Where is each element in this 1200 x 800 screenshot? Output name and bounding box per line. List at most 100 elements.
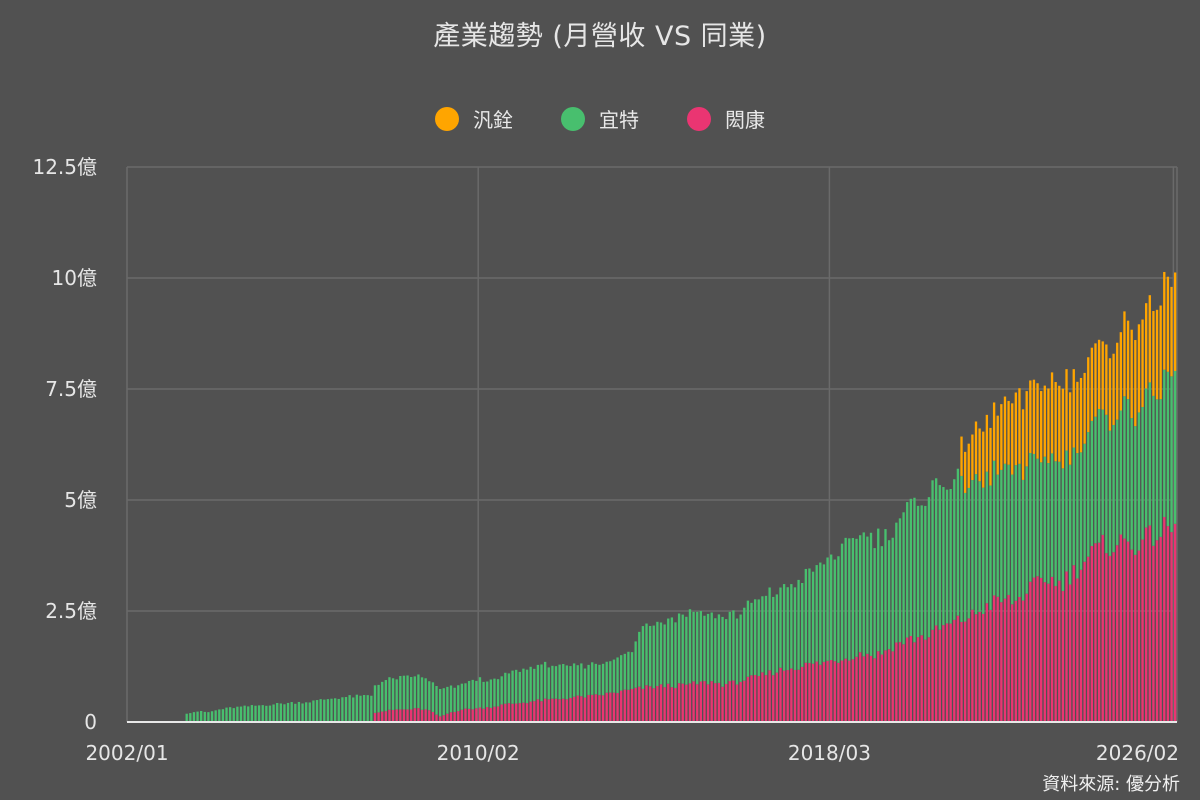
bar-segment[interactable] — [891, 537, 894, 652]
bar-segment[interactable] — [1170, 286, 1173, 377]
bar-segment[interactable] — [446, 686, 449, 714]
bar-segment[interactable] — [648, 686, 652, 722]
bar-segment[interactable] — [989, 485, 992, 610]
bar-segment[interactable] — [645, 685, 648, 722]
bar-segment[interactable] — [974, 421, 978, 475]
bar-segment[interactable] — [743, 607, 746, 681]
bar-segment[interactable] — [956, 615, 960, 722]
bar-segment[interactable] — [725, 684, 728, 722]
bar-segment[interactable] — [1097, 339, 1101, 409]
bar-segment[interactable] — [410, 676, 413, 710]
bar-segment[interactable] — [438, 716, 442, 722]
bar-segment[interactable] — [449, 712, 453, 722]
bar-segment[interactable] — [1101, 341, 1104, 410]
bar-segment[interactable] — [406, 709, 409, 722]
bar-segment[interactable] — [504, 672, 507, 704]
bar-segment[interactable] — [1112, 424, 1115, 553]
bar-segment[interactable] — [1003, 396, 1007, 464]
bar-segment[interactable] — [236, 706, 239, 722]
bar-segment[interactable] — [782, 670, 786, 722]
bar-segment[interactable] — [916, 505, 920, 638]
bar-segment[interactable] — [659, 622, 663, 685]
bar-segment[interactable] — [565, 665, 569, 700]
bar-segment[interactable] — [308, 702, 311, 722]
bar-segment[interactable] — [355, 694, 359, 722]
bar-segment[interactable] — [601, 663, 605, 696]
bar-segment[interactable] — [562, 664, 565, 699]
bar-segment[interactable] — [801, 582, 804, 667]
bar-segment[interactable] — [862, 656, 865, 722]
bar-segment[interactable] — [786, 587, 789, 671]
bar-segment[interactable] — [1011, 474, 1014, 605]
bar-segment[interactable] — [1148, 525, 1151, 722]
bar-segment[interactable] — [511, 703, 514, 722]
bar-segment[interactable] — [1126, 541, 1130, 722]
bar-segment[interactable] — [757, 599, 760, 677]
bar-segment[interactable] — [417, 674, 420, 709]
bar-segment[interactable] — [453, 687, 456, 712]
bar-segment[interactable] — [746, 676, 750, 722]
bar-segment[interactable] — [826, 660, 829, 722]
bar-segment[interactable] — [203, 711, 206, 722]
bar-segment[interactable] — [685, 616, 688, 685]
bar-segment[interactable] — [279, 703, 282, 722]
bar-segment[interactable] — [648, 625, 652, 687]
bar-segment[interactable] — [591, 662, 594, 695]
bar-segment[interactable] — [804, 568, 807, 663]
bar-segment[interactable] — [1123, 311, 1126, 397]
bar-segment[interactable] — [533, 701, 536, 722]
bar-segment[interactable] — [750, 675, 753, 722]
bar-segment[interactable] — [333, 698, 337, 722]
bar-segment[interactable] — [464, 683, 467, 709]
bar-segment[interactable] — [612, 659, 616, 693]
bar-segment[interactable] — [515, 669, 518, 704]
bar-segment[interactable] — [243, 705, 246, 722]
bar-segment[interactable] — [985, 414, 989, 472]
bar-segment[interactable] — [927, 637, 931, 722]
bar-segment[interactable] — [525, 703, 529, 722]
bar-segment[interactable] — [446, 713, 449, 722]
bar-segment[interactable] — [1061, 388, 1065, 469]
bar-segment[interactable] — [906, 637, 909, 722]
bar-segment[interactable] — [1126, 399, 1130, 542]
bar-segment[interactable] — [323, 699, 326, 722]
bar-segment[interactable] — [1061, 591, 1065, 722]
bar-segment[interactable] — [1101, 409, 1104, 535]
bar-segment[interactable] — [931, 629, 934, 722]
bar-segment[interactable] — [811, 571, 815, 664]
bar-segment[interactable] — [1007, 594, 1010, 722]
bar-segment[interactable] — [489, 707, 492, 722]
bar-segment[interactable] — [1123, 396, 1126, 539]
bar-segment[interactable] — [1112, 552, 1115, 722]
bar-segment[interactable] — [1087, 357, 1090, 433]
bar-segment[interactable] — [221, 709, 225, 722]
bar-segment[interactable] — [399, 676, 402, 710]
bar-segment[interactable] — [656, 621, 659, 687]
bar-segment[interactable] — [822, 661, 826, 722]
bar-segment[interactable] — [1087, 556, 1090, 722]
bar-segment[interactable] — [1058, 580, 1061, 722]
bar-segment[interactable] — [978, 481, 981, 612]
bar-segment[interactable] — [518, 671, 521, 704]
bar-segment[interactable] — [413, 676, 416, 709]
bar-segment[interactable] — [276, 702, 279, 722]
bar-segment[interactable] — [735, 684, 739, 722]
bar-segment[interactable] — [848, 538, 851, 661]
bar-segment[interactable] — [1029, 452, 1032, 582]
bar-segment[interactable] — [1003, 598, 1007, 722]
bar-segment[interactable] — [413, 708, 416, 722]
bar-segment[interactable] — [830, 554, 833, 661]
bar-segment[interactable] — [210, 711, 214, 722]
bar-segment[interactable] — [1000, 404, 1003, 470]
bar-segment[interactable] — [402, 675, 406, 710]
bar-segment[interactable] — [913, 497, 916, 643]
bar-segment[interactable] — [1087, 432, 1090, 557]
bar-segment[interactable] — [992, 460, 996, 596]
bar-segment[interactable] — [949, 623, 952, 722]
bar-segment[interactable] — [974, 474, 978, 615]
bar-segment[interactable] — [855, 538, 858, 657]
bar-segment[interactable] — [1036, 576, 1039, 722]
bar-segment[interactable] — [627, 689, 630, 722]
bar-segment[interactable] — [1116, 342, 1119, 420]
bar-segment[interactable] — [801, 666, 804, 722]
